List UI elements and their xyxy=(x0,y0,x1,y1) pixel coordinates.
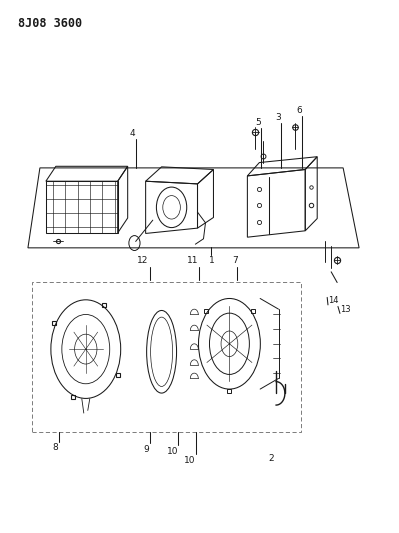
Text: 1: 1 xyxy=(209,256,215,265)
Text: 3: 3 xyxy=(276,112,281,122)
Text: 8: 8 xyxy=(52,443,58,453)
Text: 6: 6 xyxy=(297,106,302,115)
Text: 12: 12 xyxy=(137,256,148,265)
Text: 14: 14 xyxy=(328,296,338,305)
Text: 11: 11 xyxy=(188,256,199,265)
Text: 7: 7 xyxy=(232,256,237,265)
Text: 13: 13 xyxy=(340,305,351,314)
Text: 8J08 3600: 8J08 3600 xyxy=(18,17,82,30)
Text: 10: 10 xyxy=(184,456,195,465)
Text: 9: 9 xyxy=(143,445,149,454)
Text: 4: 4 xyxy=(130,128,136,138)
Text: 10: 10 xyxy=(167,447,178,456)
Text: 5: 5 xyxy=(256,118,261,127)
Text: 2: 2 xyxy=(269,454,274,463)
